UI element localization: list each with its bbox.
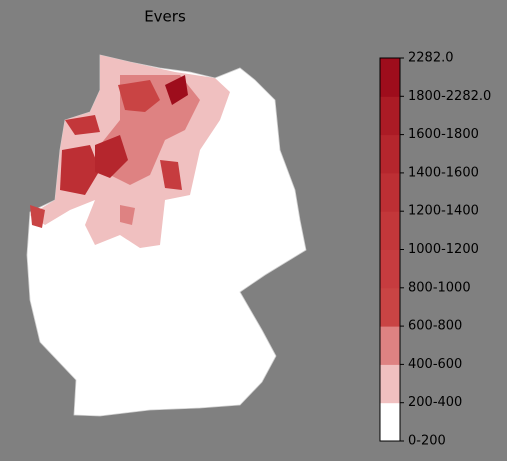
colorbar-segment — [380, 287, 400, 327]
colorbar-segment — [380, 96, 400, 136]
colorbar-segment — [380, 134, 400, 174]
colorbar-segment — [380, 172, 400, 212]
colorbar-label: 1400-1600 — [408, 165, 479, 180]
colorbar-label: 0-200 — [408, 434, 446, 449]
region — [30, 205, 45, 228]
colorbar-label: 2282.0 — [408, 51, 454, 66]
colorbar-label: 200-400 — [408, 395, 462, 410]
region — [118, 80, 160, 112]
colorbar-segment — [380, 326, 400, 365]
colorbar-segment — [380, 58, 400, 97]
colorbar-label: 600-800 — [408, 319, 462, 334]
colorbar-label: 1600-1800 — [408, 127, 479, 142]
colorbar-segment — [380, 249, 400, 289]
colorbar-label: 1000-1200 — [408, 242, 479, 257]
colorbar-label: 800-1000 — [408, 280, 471, 295]
map — [26, 54, 307, 417]
region — [95, 135, 128, 178]
colorbar-label: 400-600 — [408, 357, 462, 372]
region — [65, 115, 100, 135]
region — [165, 75, 188, 105]
region — [60, 145, 100, 195]
region — [160, 160, 182, 190]
colorbar-label: 1200-1400 — [408, 204, 479, 219]
colorbar-segment — [380, 211, 400, 250]
map-title: Evers — [144, 8, 186, 26]
colorbar-segment — [380, 402, 400, 442]
colorbar-segment — [380, 364, 400, 404]
colorbar: 0-200 200-400 400-600 600-800 800-1000 1000-1… — [379, 51, 491, 449]
region — [120, 205, 135, 225]
colorbar-label: 1800-2282.0 — [408, 89, 491, 104]
